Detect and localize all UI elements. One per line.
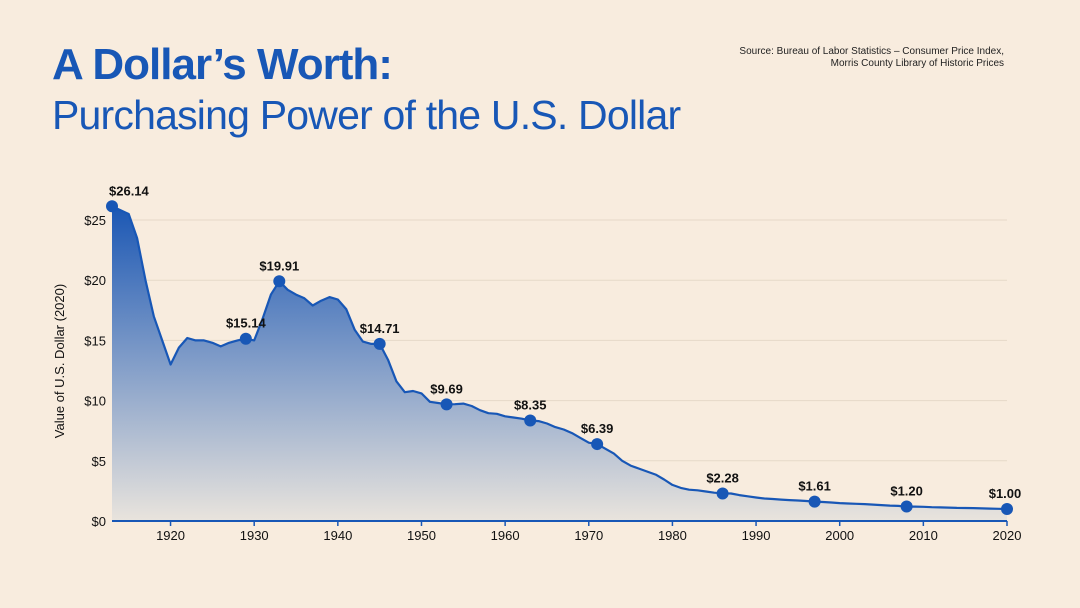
- y-tick-label: $0: [92, 514, 106, 529]
- chart-title: A Dollar’s Worth:: [52, 40, 393, 89]
- data-label: $9.69: [430, 381, 463, 396]
- data-label: $6.39: [581, 421, 614, 436]
- data-label: $1.61: [798, 479, 831, 494]
- data-label: $15.14: [226, 316, 267, 331]
- x-tick-label: 1980: [658, 528, 687, 543]
- data-point: [273, 275, 286, 288]
- data-label: $1.00: [989, 486, 1022, 501]
- y-tick-label: $20: [84, 273, 106, 288]
- data-point: [373, 337, 386, 350]
- data-point: [1001, 502, 1013, 515]
- data-point: [239, 332, 252, 345]
- x-tick-label: 2000: [825, 528, 854, 543]
- y-tick-label: $25: [84, 213, 106, 228]
- data-point: [591, 438, 604, 451]
- data-point: [808, 495, 821, 508]
- x-tick-label: 1920: [156, 528, 185, 543]
- data-point: [524, 414, 537, 427]
- x-tick-label: 1950: [407, 528, 436, 543]
- x-tick-label: 1990: [742, 528, 771, 543]
- data-point: [900, 500, 913, 513]
- data-label: $14.71: [360, 321, 400, 336]
- x-tick-label: 1930: [240, 528, 269, 543]
- data-label: $2.28: [706, 471, 739, 486]
- series-line: [111, 205, 1008, 511]
- x-tick-label: 1960: [491, 528, 520, 543]
- x-tick-label: 2020: [993, 528, 1022, 543]
- y-tick-label: $15: [84, 333, 106, 348]
- chart-subtitle: Purchasing Power of the U.S. Dollar: [52, 92, 681, 138]
- data-label: $8.35: [514, 397, 547, 412]
- x-tick-label: 2010: [909, 528, 938, 543]
- area-fill: [112, 206, 1007, 522]
- data-point: [440, 398, 453, 411]
- data-point: [716, 487, 729, 500]
- x-tick-label: 1940: [323, 528, 352, 543]
- data-label: $19.91: [259, 258, 299, 273]
- source-note: Source: Bureau of Labor Statistics – Con…: [739, 46, 1004, 69]
- y-axis-label: Value of U.S. Dollar (2020): [52, 284, 67, 438]
- y-tick-label: $5: [92, 454, 106, 469]
- data-label: $26.14: [109, 183, 150, 198]
- data-point: [106, 200, 118, 213]
- y-tick-label: $10: [84, 394, 106, 409]
- x-tick-label: 1970: [574, 528, 603, 543]
- data-label: $1.20: [890, 484, 923, 499]
